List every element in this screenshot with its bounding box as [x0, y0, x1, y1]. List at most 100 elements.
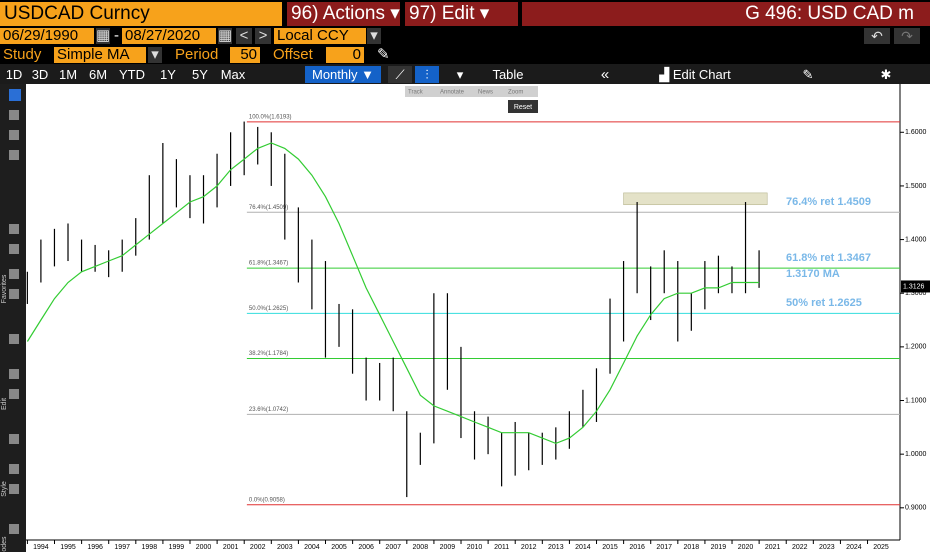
x-tick-label: 2011	[494, 544, 509, 551]
overlay-bar	[405, 86, 538, 97]
pen-icon[interactable]: ✎	[377, 47, 390, 63]
prev-button[interactable]: <	[236, 28, 252, 44]
x-tick-label: 2024	[846, 544, 862, 551]
tool-icon[interactable]	[9, 289, 19, 299]
calendar-icon[interactable]: ▦	[96, 28, 110, 44]
end-date[interactable]: 08/27/2020	[122, 28, 216, 44]
undo-button[interactable]: ↶	[864, 28, 890, 44]
chart-type-dropdown[interactable]: ▾	[456, 67, 464, 82]
x-tick-label: 2001	[223, 544, 239, 551]
level-label: 0.0%(0.9058)	[249, 497, 285, 503]
x-tick-label: 2013	[548, 544, 564, 551]
tool-icon[interactable]	[9, 389, 19, 399]
y-tick-label: 1.3000	[905, 290, 927, 297]
level-label: 100.0%(1.6193)	[249, 115, 292, 121]
x-tick-label: 2002	[250, 544, 266, 551]
annotate-icon[interactable]: ✎	[802, 67, 814, 82]
start-date[interactable]: 06/29/1990	[0, 28, 94, 44]
reset-text: Reset	[514, 104, 532, 111]
y-tick-label: 1.4000	[905, 236, 927, 243]
chart: Reset Track Annotate News Zoom Favorites Edit…	[0, 84, 930, 552]
range-button[interactable]: 1D	[5, 67, 23, 82]
tool-icon[interactable]	[9, 334, 19, 344]
range-button[interactable]: 6M	[88, 67, 108, 82]
edit-menu[interactable]: 97) Edit ▾	[405, 2, 518, 26]
x-tick-label: 2000	[196, 544, 212, 551]
x-tick-label: 1994	[33, 544, 49, 551]
x-tick-label: 2015	[602, 544, 618, 551]
range-button[interactable]: 1Y	[160, 67, 176, 82]
side-label: Modes	[1, 536, 8, 552]
range-button[interactable]: 5Y	[192, 67, 208, 82]
frequency-text: Monthly	[311, 67, 358, 82]
currency-field[interactable]: Local CCY	[274, 28, 366, 44]
x-tick-label: 1998	[142, 544, 158, 551]
tool-icon[interactable]	[9, 110, 19, 120]
x-tick-label: 1996	[87, 544, 103, 551]
overlay-item: Annotate	[440, 90, 465, 96]
tool-icon[interactable]	[9, 464, 19, 474]
tool-icon[interactable]	[9, 434, 19, 444]
window-title: G 496: USD CAD m	[522, 2, 930, 26]
redo-button[interactable]: ↷	[894, 28, 920, 44]
currency-dropdown[interactable]: ▾	[367, 28, 381, 44]
x-tick-label: 2016	[629, 544, 645, 551]
x-tick-label: 2020	[738, 544, 754, 551]
offset-field[interactable]: 0	[326, 47, 364, 63]
range-button[interactable]: 1M	[58, 67, 78, 82]
x-tick-label: 2007	[385, 544, 401, 551]
pointer-tool[interactable]	[9, 89, 21, 101]
tool-icon[interactable]	[9, 130, 19, 140]
actions-menu[interactable]: 96) Actions ▾	[287, 2, 400, 26]
level-label: 61.8%(1.3467)	[249, 261, 288, 267]
table-button[interactable]: Table	[492, 67, 524, 82]
x-tick-label: 2009	[440, 544, 456, 551]
tool-icon[interactable]	[9, 369, 19, 379]
bar-icon[interactable]: ⫶	[415, 66, 439, 83]
tool-icon[interactable]	[9, 224, 19, 234]
next-button[interactable]: >	[255, 28, 271, 44]
x-tick-label: 2005	[331, 544, 347, 551]
edit-chart-button[interactable]: ▟ Edit Chart	[659, 67, 731, 82]
range-bar	[0, 64, 930, 84]
x-tick-label: 2014	[575, 544, 591, 551]
x-tick-label: 2019	[711, 544, 727, 551]
date-dash: -	[114, 28, 119, 44]
period-field[interactable]: 50	[230, 47, 260, 63]
actions-text: 96) Actions	[291, 3, 385, 24]
tool-icon[interactable]	[9, 269, 19, 279]
level-label: 38.2%(1.1784)	[249, 351, 288, 357]
line-icon[interactable]: ⟋	[388, 66, 412, 83]
last-price-label: 1.3126	[903, 283, 925, 290]
annotation: 61.8% ret 1.3467	[786, 252, 871, 264]
security-field[interactable]: USDCAD Curncy	[0, 2, 282, 26]
frequency-button[interactable]: Monthly ▼	[305, 66, 381, 83]
study-field[interactable]: Simple MA	[54, 47, 146, 63]
x-tick-label: 1997	[114, 544, 130, 551]
tool-icon[interactable]	[9, 244, 19, 254]
tool-icon[interactable]	[9, 150, 19, 160]
y-tick-label: 0.9000	[905, 505, 927, 512]
annotation: 76.4% ret 1.4509	[786, 196, 871, 208]
overlay-item: Zoom	[508, 90, 523, 96]
x-tick-label: 2022	[792, 544, 808, 551]
reset-button[interactable]	[508, 100, 538, 113]
range-button[interactable]: 3D	[31, 67, 49, 82]
highlight-box	[623, 192, 768, 206]
tool-icon[interactable]	[9, 524, 19, 534]
range-button[interactable]: Max	[220, 67, 246, 82]
chart-background	[0, 84, 930, 552]
study-label: Study	[3, 47, 42, 63]
range-button[interactable]: YTD	[119, 67, 145, 82]
x-tick-label: 2025	[873, 544, 889, 551]
calendar-icon[interactable]: ▦	[218, 28, 232, 44]
x-tick-label: 2003	[277, 544, 293, 551]
x-tick-label: 2008	[413, 544, 429, 551]
overlay-item: News	[478, 90, 493, 96]
y-tick-label: 1.2000	[905, 344, 927, 351]
tool-icon[interactable]	[9, 484, 19, 494]
collapse-button[interactable]: «	[600, 66, 610, 83]
study-dropdown[interactable]: ▾	[148, 47, 162, 63]
last-price-box	[901, 280, 930, 293]
settings-icon[interactable]: ✱	[880, 67, 892, 82]
